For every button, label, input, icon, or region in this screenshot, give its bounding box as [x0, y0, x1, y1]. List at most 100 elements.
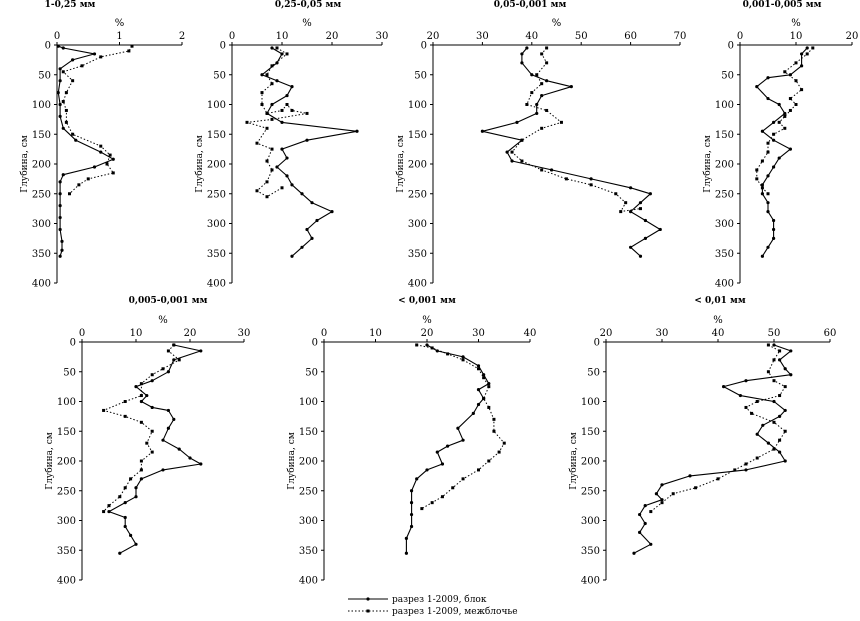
data-point-block — [58, 102, 62, 107]
x-tick-label: 1 — [116, 31, 122, 42]
data-point-block — [632, 551, 636, 555]
series-line-interblock — [756, 47, 814, 195]
data-point-interblock — [497, 450, 501, 454]
x-axis-unit: % — [552, 18, 562, 29]
x-tick-label: 30 — [656, 328, 669, 339]
data-point-block — [643, 236, 648, 240]
data-point-interblock — [545, 46, 549, 50]
y-tick-label: 300 — [57, 516, 76, 527]
y-tick-label: 250 — [581, 486, 600, 497]
data-point-block — [789, 373, 793, 377]
data-point-block — [778, 414, 782, 418]
data-point-interblock — [64, 108, 68, 112]
series-line-block — [756, 47, 808, 257]
data-point-block — [58, 192, 62, 196]
y-tick-label: 350 — [57, 546, 76, 557]
data-point-block — [772, 138, 776, 142]
data-point-block — [638, 254, 643, 258]
data-point-block — [545, 79, 549, 83]
data-point-block — [409, 489, 414, 493]
data-point-interblock — [111, 171, 115, 175]
data-point-block — [761, 423, 765, 427]
chart-title: < 0,001 мм — [398, 296, 456, 306]
data-point-block — [783, 408, 787, 413]
data-point-block — [150, 405, 154, 410]
y-tick-label: 400 — [32, 279, 51, 290]
data-point-interblock — [694, 486, 698, 490]
y-tick-label: 350 — [581, 546, 600, 557]
data-point-interblock — [415, 343, 419, 347]
y-tick-label: 300 — [207, 219, 226, 230]
data-point-block — [461, 355, 465, 359]
data-point-interblock — [270, 64, 274, 68]
data-point-interblock — [766, 370, 770, 374]
data-point-block — [738, 393, 743, 398]
data-point-block — [772, 236, 776, 240]
data-point-block — [300, 245, 304, 249]
data-point-block — [58, 180, 62, 184]
data-point-block — [111, 157, 115, 161]
data-point-block — [74, 138, 78, 142]
data-point-block — [280, 120, 284, 124]
data-point-block — [404, 551, 408, 555]
data-point-block — [648, 192, 652, 196]
y-tick-label: 0 — [220, 41, 226, 52]
y-tick-label: 100 — [207, 100, 226, 111]
data-point-interblock — [255, 189, 259, 193]
y-tick-label: 100 — [32, 100, 51, 111]
data-point-block — [800, 52, 804, 56]
data-point-interblock — [619, 210, 623, 214]
data-point-interblock — [150, 429, 154, 433]
data-point-block — [290, 254, 294, 258]
data-point-block — [535, 111, 539, 116]
data-point-interblock — [783, 114, 787, 118]
data-point-block — [60, 248, 64, 252]
x-tick-label: 10 — [276, 31, 289, 42]
data-point-block — [172, 358, 176, 362]
data-point-block — [107, 509, 111, 514]
y-tick-label: 50 — [587, 367, 600, 378]
series-line-interblock — [650, 344, 786, 512]
data-point-interblock — [492, 429, 496, 433]
y-axis-label: Глубина, см — [286, 432, 297, 490]
data-point-block — [760, 254, 765, 258]
data-point-interblock — [123, 486, 127, 490]
data-point-block — [456, 426, 460, 430]
data-point-interblock — [102, 510, 106, 514]
x-tick-label: 40 — [712, 328, 725, 339]
series-line-block — [633, 344, 792, 554]
data-point-interblock — [461, 477, 465, 481]
data-point-interblock — [430, 346, 434, 350]
data-point-interblock — [86, 177, 90, 181]
chart-title: 0,005-0,001 мм — [129, 296, 208, 306]
data-point-interblock — [783, 126, 787, 130]
data-point-block — [660, 498, 664, 502]
data-point-block — [476, 388, 481, 392]
data-point-block — [766, 96, 770, 101]
data-point-block — [471, 411, 475, 415]
data-point-block — [275, 79, 279, 83]
y-tick-label: 200 — [32, 160, 51, 171]
data-point-block — [166, 370, 170, 374]
data-point-interblock — [130, 44, 134, 48]
chart-title: 0,05-0,001 мм — [494, 0, 567, 10]
data-point-block — [638, 201, 643, 205]
y-tick-label: 0 — [45, 41, 51, 52]
data-point-block — [777, 156, 781, 160]
data-point-interblock — [123, 400, 127, 403]
data-point-interblock — [755, 177, 759, 181]
data-point-interblock — [290, 108, 294, 112]
data-point-block — [638, 530, 642, 535]
legend-solid-label: разрез 1-2009, блок — [392, 594, 487, 605]
data-point-block — [766, 76, 770, 80]
data-point-block — [199, 349, 203, 353]
y-tick-label: 150 — [299, 427, 318, 438]
series-line-block — [405, 344, 490, 554]
data-point-interblock — [161, 367, 165, 371]
data-point-interblock — [139, 394, 143, 398]
y-axis-label: Глубина, см — [568, 432, 579, 490]
data-point-block — [788, 147, 793, 151]
data-point-interblock — [487, 385, 491, 389]
data-point-block — [461, 438, 465, 442]
